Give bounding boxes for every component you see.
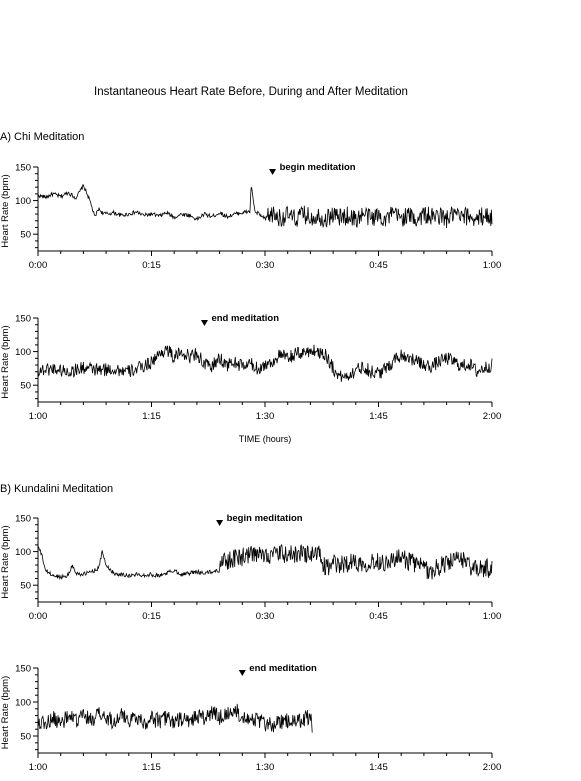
x-tick-label-a1-2: 0:30 (256, 260, 275, 271)
section-b-label: B) Kundalini Meditation (0, 483, 113, 495)
y-tick-label-b1-50: 50 (20, 581, 31, 592)
x-tick-label-b1-1: 0:15 (142, 611, 161, 622)
y-tick-label-a2-100: 100 (15, 347, 31, 358)
chart-panel-a1: 50 100 150 Heart Rate (bpm) 0:00 0:15 0:30 0:45… (0, 162, 501, 271)
y-tick-label-b2-50: 50 (20, 732, 31, 743)
y-tick-label-b1-100: 100 (15, 547, 31, 558)
annotation-text-b2: end meditation (249, 663, 317, 674)
y-tick-label-b1-150: 150 (15, 514, 31, 525)
series-line-b1 (37, 544, 493, 581)
y-tick-label-a1-150: 150 (15, 163, 31, 174)
y-axis-label-a1: Heart Rate (bpm) (0, 174, 11, 247)
chart-panel-b1: 50 100 150 Heart Rate (bpm) 0:00 0:15 0:30 0:45… (0, 513, 501, 622)
annotation-text-a1: begin meditation (280, 162, 356, 173)
y-tick-label-b2-150: 150 (15, 664, 31, 675)
x-tick-label-a2-2: 1:30 (256, 411, 275, 422)
x-tick-label-a1-1: 0:15 (142, 260, 161, 271)
x-tick-label-b1-2: 0:30 (256, 611, 275, 622)
annotation-marker-a1 (269, 169, 277, 175)
x-tick-label-b2-1: 1:15 (142, 762, 161, 773)
x-tick-label-b1-3: 0:45 (369, 611, 388, 622)
x-tick-label-a2-3: 1:45 (369, 411, 388, 422)
x-tick-label-a2-0: 1:00 (29, 411, 48, 422)
chart-panel-a2: 50 100 150 Heart Rate (bpm) 1:00 1:15 1:30 1:45… (0, 313, 501, 422)
shared-x-axis-label: TIME (hours) (239, 434, 292, 444)
series-line-a1 (37, 184, 493, 229)
annotation-text-a2: end meditation (211, 313, 279, 324)
x-tick-label-a1-4: 1:00 (483, 260, 502, 271)
y-tick-label-a2-150: 150 (15, 314, 31, 325)
x-tick-label-a1-0: 0:00 (29, 260, 48, 271)
y-tick-label-a2-50: 50 (20, 381, 31, 392)
x-tick-label-b1-4: 1:00 (483, 611, 502, 622)
section-a-label: A) Chi Meditation (0, 131, 84, 143)
annotation-text-b1: begin meditation (227, 513, 303, 524)
y-tick-label-a1-50: 50 (20, 230, 31, 241)
series-line-a2 (37, 344, 493, 382)
annotation-marker-a2 (200, 320, 208, 326)
y-tick-label-a1-100: 100 (15, 196, 31, 207)
annotation-marker-b1 (216, 520, 224, 526)
x-tick-label-b1-0: 0:00 (29, 611, 48, 622)
y-axis-label-b1: Heart Rate (bpm) (0, 525, 11, 598)
annotation-marker-b2 (238, 670, 246, 676)
x-tick-label-b2-0: 1:00 (29, 762, 48, 773)
y-tick-label-b2-100: 100 (15, 698, 31, 709)
x-tick-label-b2-3: 1:45 (369, 762, 388, 773)
figure-title: Instantaneous Heart Rate Before, During … (94, 86, 408, 98)
x-tick-label-a1-3: 0:45 (369, 260, 388, 271)
x-tick-label-a2-1: 1:15 (142, 411, 161, 422)
y-axis-label-b2: Heart Rate (bpm) (0, 676, 11, 749)
x-tick-label-b2-2: 1:30 (256, 762, 275, 773)
x-tick-label-b2-4: 2:00 (483, 762, 502, 773)
chart-panel-b2: 50 100 150 Heart Rate (bpm) 1:00 1:15 1:30 1:45… (0, 663, 501, 773)
y-axis-label-a2: Heart Rate (bpm) (0, 325, 11, 398)
x-tick-label-a2-4: 2:00 (483, 411, 502, 422)
series-line-b2 (37, 703, 313, 733)
